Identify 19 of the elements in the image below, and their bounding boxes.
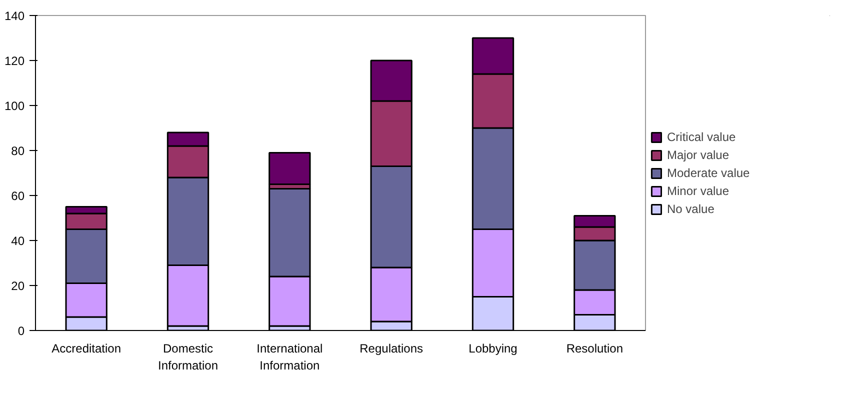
legend-label: Minor value [667,184,730,198]
y-tick-label: 40 [11,234,25,248]
x-tick-label: Domestic Information [158,342,218,372]
x-tick-label: Resolution [566,342,624,356]
y-tick-label: 100 [4,99,25,113]
x-tick-label: International Information [256,342,323,372]
y-tick-label: 140 [4,9,25,23]
legend-label: Critical value [667,130,736,144]
x-tick-label: Accreditation [52,342,122,356]
x-tick-label: Lobbying [468,342,518,356]
y-tick-label: 0 [18,324,25,338]
y-tick-label: 60 [11,189,25,203]
legend-label: No value [667,202,714,216]
x-tick-label: Regulations [360,342,424,356]
y-tick-label: 120 [4,54,25,68]
legend-label: Major value [667,148,730,162]
y-tick-label: 80 [11,144,25,158]
y-tick-label: 20 [11,279,25,293]
legend-label: Moderate value [667,166,750,180]
